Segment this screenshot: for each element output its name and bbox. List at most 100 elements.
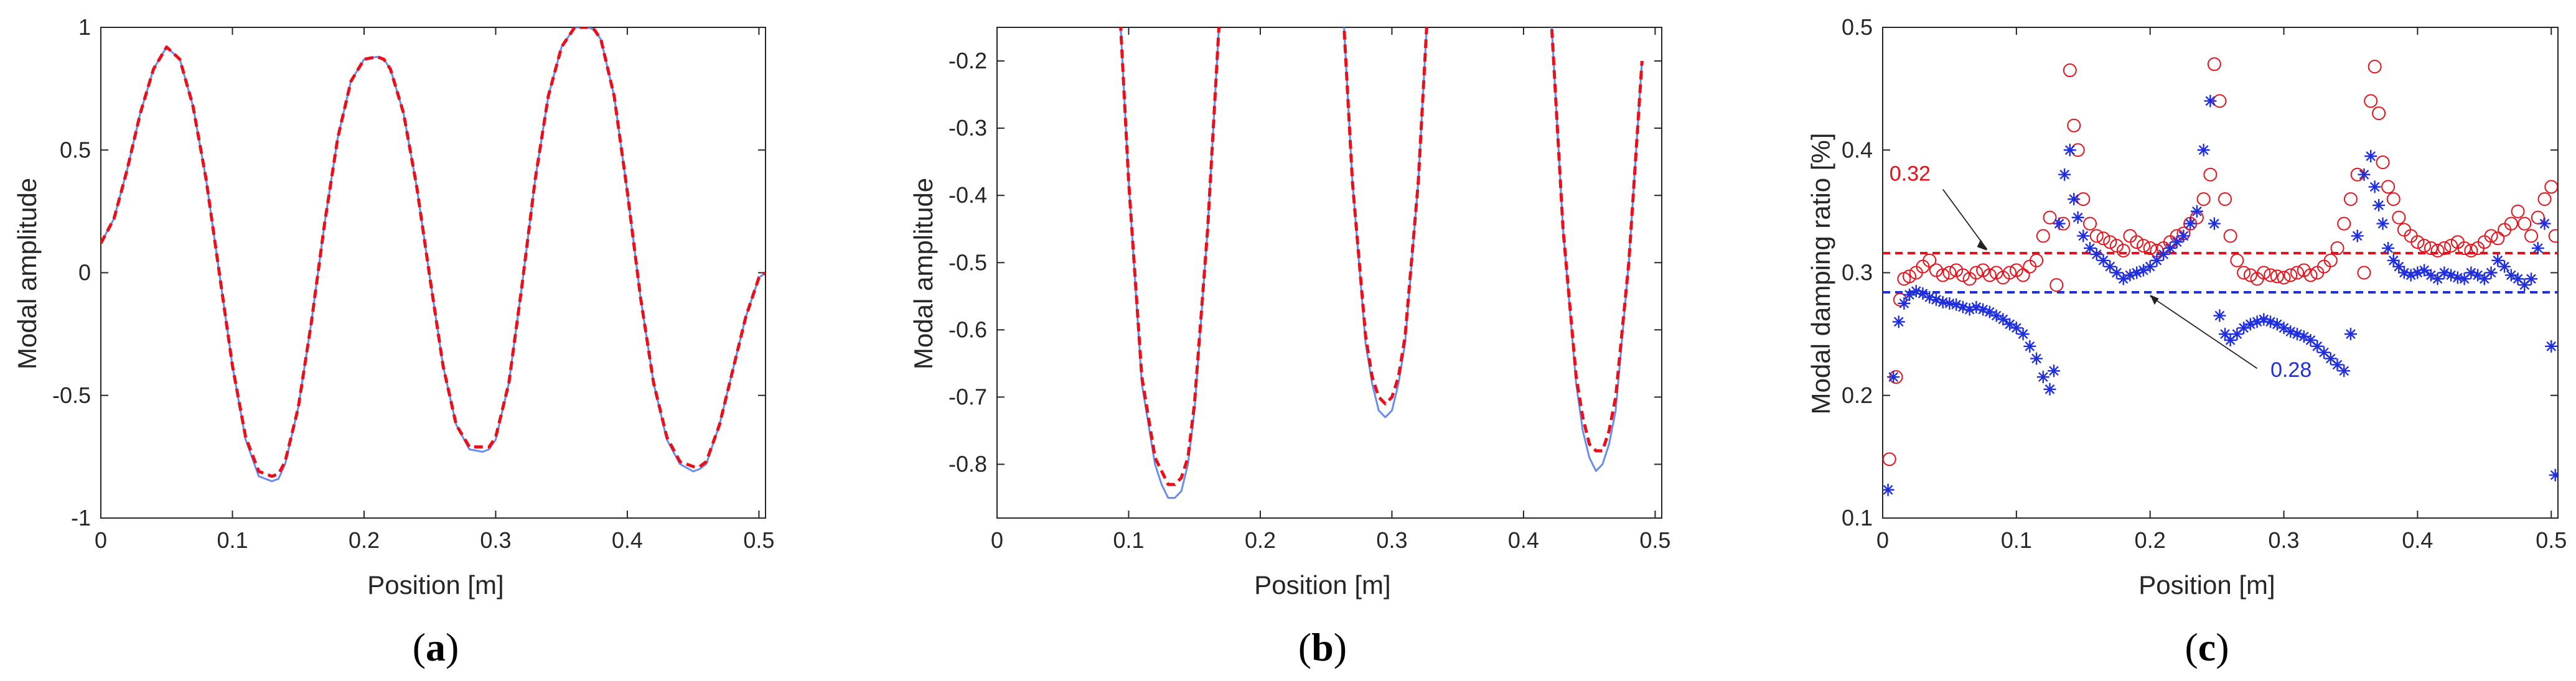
y-tick-label-b: -0.4 [948, 182, 987, 208]
panel-b: Modal amplitude Position [m] (b) 0 0.1 0.2… [909, 27, 1670, 669]
data-point-circle [2203, 167, 2218, 182]
data-point-star [2458, 272, 2471, 285]
data-point-circle [2283, 268, 2298, 282]
y-tick-label-c: 0.5 [1842, 14, 1873, 40]
data-point-star [1963, 303, 1976, 316]
data-point-star [2030, 352, 2043, 365]
data-point-circle [2223, 229, 2237, 243]
data-point-star [2184, 217, 2197, 230]
data-point-circle [2103, 235, 2117, 249]
data-point-star [1923, 290, 1936, 303]
data-point-star [2465, 266, 2478, 279]
data-point-star [2545, 340, 2558, 353]
data-point-star [2538, 217, 2551, 230]
annotation-red-label: 0.32 [1890, 162, 1931, 186]
data-point-circle [2392, 210, 2406, 225]
data-point-circle [1902, 269, 1916, 284]
data-point-star [1883, 483, 1895, 496]
annotation-blue-label: 0.28 [2270, 358, 2311, 382]
data-point-star [1997, 313, 2010, 326]
x-tick-label-a: 0.5 [743, 527, 774, 553]
data-point-star [2250, 315, 2264, 328]
y-tick-label-b: -0.5 [948, 249, 987, 275]
data-point-circle [2511, 204, 2525, 218]
data-point-star [2498, 260, 2511, 273]
data-point-star [2010, 322, 2023, 335]
data-point-circle [2372, 106, 2386, 121]
data-point-star [2324, 352, 2337, 365]
data-point-circle [2136, 239, 2150, 253]
data-point-star [2431, 272, 2444, 285]
data-point-circle [2337, 216, 2351, 231]
data-point-circle [2376, 155, 2390, 169]
y-tick-label-b: -0.3 [948, 115, 987, 141]
x-tick-label-c: 0.4 [2402, 527, 2433, 553]
data-point-circle [2484, 229, 2498, 243]
caption-letter-b: b [1311, 625, 1334, 669]
data-point-star [1916, 287, 1929, 300]
data-point-star [2382, 242, 2395, 255]
data-point-circle [1923, 253, 1937, 267]
data-point-circle [2368, 60, 2382, 74]
data-point-star [2404, 269, 2417, 282]
data-point-star [2197, 144, 2210, 157]
data-point-star [2397, 266, 2410, 279]
data-point-star [2358, 168, 2371, 181]
data-point-circle [2067, 118, 2081, 132]
data-point-star [1956, 300, 1969, 313]
caption-b: (b) [1298, 625, 1347, 669]
data-point-star [1892, 315, 1905, 328]
x-tick-label-b: 0.4 [1508, 527, 1539, 553]
data-point-star [2344, 328, 2357, 341]
data-point-star [2518, 279, 2531, 292]
data-point-circle [2243, 268, 2257, 282]
data-point-star [2090, 248, 2103, 261]
x-tick-label-a: 0 [95, 527, 107, 553]
data-point-circle [1883, 452, 1896, 466]
data-point-circle [2030, 253, 2044, 267]
data-point-star [2318, 346, 2331, 359]
data-point-star [2311, 340, 2324, 353]
data-point-circle [2237, 266, 2251, 280]
data-point-star [2270, 318, 2283, 331]
data-point-star [2331, 358, 2344, 371]
data-point-star [2504, 269, 2517, 282]
y-tick-label-c: 0.4 [1842, 137, 1873, 162]
data-point-star [2237, 322, 2250, 335]
xlabel-c: Position [m] [2138, 570, 2275, 600]
data-point-star [1903, 289, 1916, 302]
x-tick-label-c: 0.1 [2001, 527, 2032, 553]
data-point-star [2204, 95, 2217, 108]
y-tick-label-b: -0.7 [948, 384, 987, 409]
data-point-circle [2277, 271, 2291, 285]
data-point-star [1898, 297, 1911, 310]
data-point-star [2097, 254, 2110, 267]
data-point-circle [2357, 266, 2371, 280]
data-point-circle [2410, 235, 2425, 249]
data-point-star [2124, 269, 2137, 282]
y-tick-label-a: 1 [78, 14, 91, 40]
data-point-star [2368, 180, 2381, 193]
data-point-star [2304, 333, 2317, 346]
data-point-circle [2444, 239, 2458, 253]
x-tick-label-a: 0.4 [612, 527, 643, 553]
panel-c: Modal damping ratio [%] Position [m] (c)… [1806, 14, 2567, 669]
data-point-star [2068, 193, 2081, 206]
data-point-circle [2537, 192, 2552, 206]
data-point-circle [2096, 231, 2110, 246]
axes-box-a [100, 27, 766, 519]
data-point-circle [2417, 239, 2432, 253]
data-point-circle [2003, 266, 2017, 280]
data-point-star [2104, 260, 2117, 273]
data-point-star [2284, 325, 2297, 338]
data-point-circle [2364, 94, 2378, 108]
data-point-star [2392, 260, 2405, 273]
x-tick-label-c: 0.3 [2269, 527, 2300, 553]
data-point-circle [2049, 278, 2064, 292]
data-point-star [2364, 150, 2377, 163]
data-point-circle [2517, 216, 2532, 231]
x-tick-label-b: 0 [991, 527, 1003, 553]
data-point-circle [2270, 269, 2284, 284]
data-point-circle [2207, 57, 2221, 72]
data-point-circle [2491, 231, 2505, 246]
